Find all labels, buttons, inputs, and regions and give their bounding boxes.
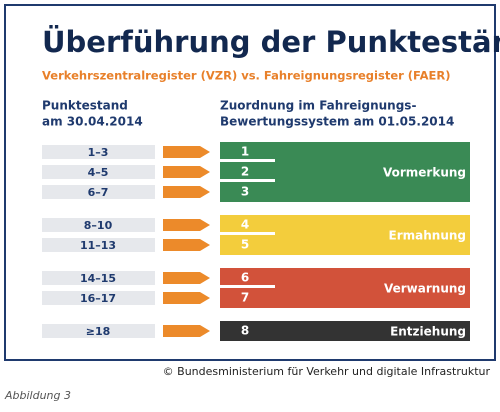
points-bar <box>42 238 155 252</box>
arrow <box>163 219 210 231</box>
row-divider <box>220 159 275 162</box>
points-bar <box>42 324 155 338</box>
points-label: 1–3 <box>88 146 109 159</box>
level-number: 2 <box>241 165 249 179</box>
row-divider <box>220 179 275 182</box>
points-label: 16–17 <box>80 292 116 305</box>
level-label: Verwarnung <box>384 282 466 296</box>
points-bar <box>42 218 155 232</box>
right-header: Zuordnung im Fahreignungs- <box>220 99 416 113</box>
level-block <box>220 142 470 202</box>
right-header: Bewertungssystem am 01.05.2014 <box>220 115 454 129</box>
level-label: Vormerkung <box>383 166 466 180</box>
row-divider <box>220 232 275 235</box>
points-label: ≥18 <box>86 325 111 338</box>
level-block <box>220 321 470 341</box>
level-number: 1 <box>241 145 249 159</box>
level-number: 8 <box>241 324 249 338</box>
level-number: 6 <box>241 271 249 285</box>
arrow <box>163 186 210 198</box>
points-bar <box>42 145 155 159</box>
level-label: Ermahnung <box>389 229 466 243</box>
points-label: 14–15 <box>80 272 116 285</box>
row-divider <box>220 285 275 288</box>
arrow <box>163 146 210 158</box>
points-bar <box>42 271 155 285</box>
points-label: 11–13 <box>80 239 116 252</box>
points-label: 4–5 <box>88 166 109 179</box>
level-number: 7 <box>241 291 249 305</box>
level-label: Entziehung <box>390 325 466 339</box>
points-bar <box>42 291 155 305</box>
points-bar <box>42 185 155 199</box>
title: Überführung der Punktestände <box>42 25 500 59</box>
left-header: Punktestand <box>42 99 128 113</box>
arrow <box>163 166 210 178</box>
level-number: 3 <box>241 185 249 199</box>
level-number: 4 <box>241 218 249 232</box>
caption: Abbildung 3 <box>4 389 71 402</box>
level-number: 5 <box>241 238 249 252</box>
subtitle: Verkehrszentralregister (VZR) vs. Fahrei… <box>42 69 450 83</box>
arrow <box>163 239 210 251</box>
left-header: am 30.04.2014 <box>42 115 143 129</box>
points-bar <box>42 165 155 179</box>
arrow <box>163 325 210 337</box>
arrow <box>163 272 210 284</box>
arrow <box>163 292 210 304</box>
points-label: 6–7 <box>88 186 109 199</box>
credit: © Bundesministerium für Verkehr und digi… <box>163 365 491 378</box>
points-label: 8–10 <box>84 219 113 232</box>
